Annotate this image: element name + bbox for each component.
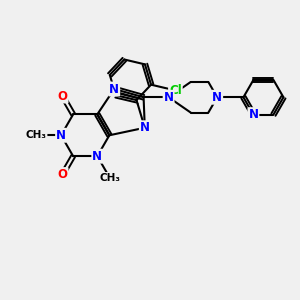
Text: N: N [140, 121, 150, 134]
Text: Cl: Cl [169, 84, 182, 97]
Text: CH₃: CH₃ [99, 173, 120, 183]
Text: O: O [58, 168, 68, 181]
Text: N: N [164, 91, 174, 104]
Text: CH₃: CH₃ [26, 130, 46, 140]
Text: N: N [92, 150, 102, 163]
Text: N: N [248, 108, 258, 121]
Text: N: N [212, 91, 222, 104]
Text: N: N [109, 82, 119, 95]
Text: O: O [58, 89, 68, 103]
Text: N: N [56, 129, 66, 142]
